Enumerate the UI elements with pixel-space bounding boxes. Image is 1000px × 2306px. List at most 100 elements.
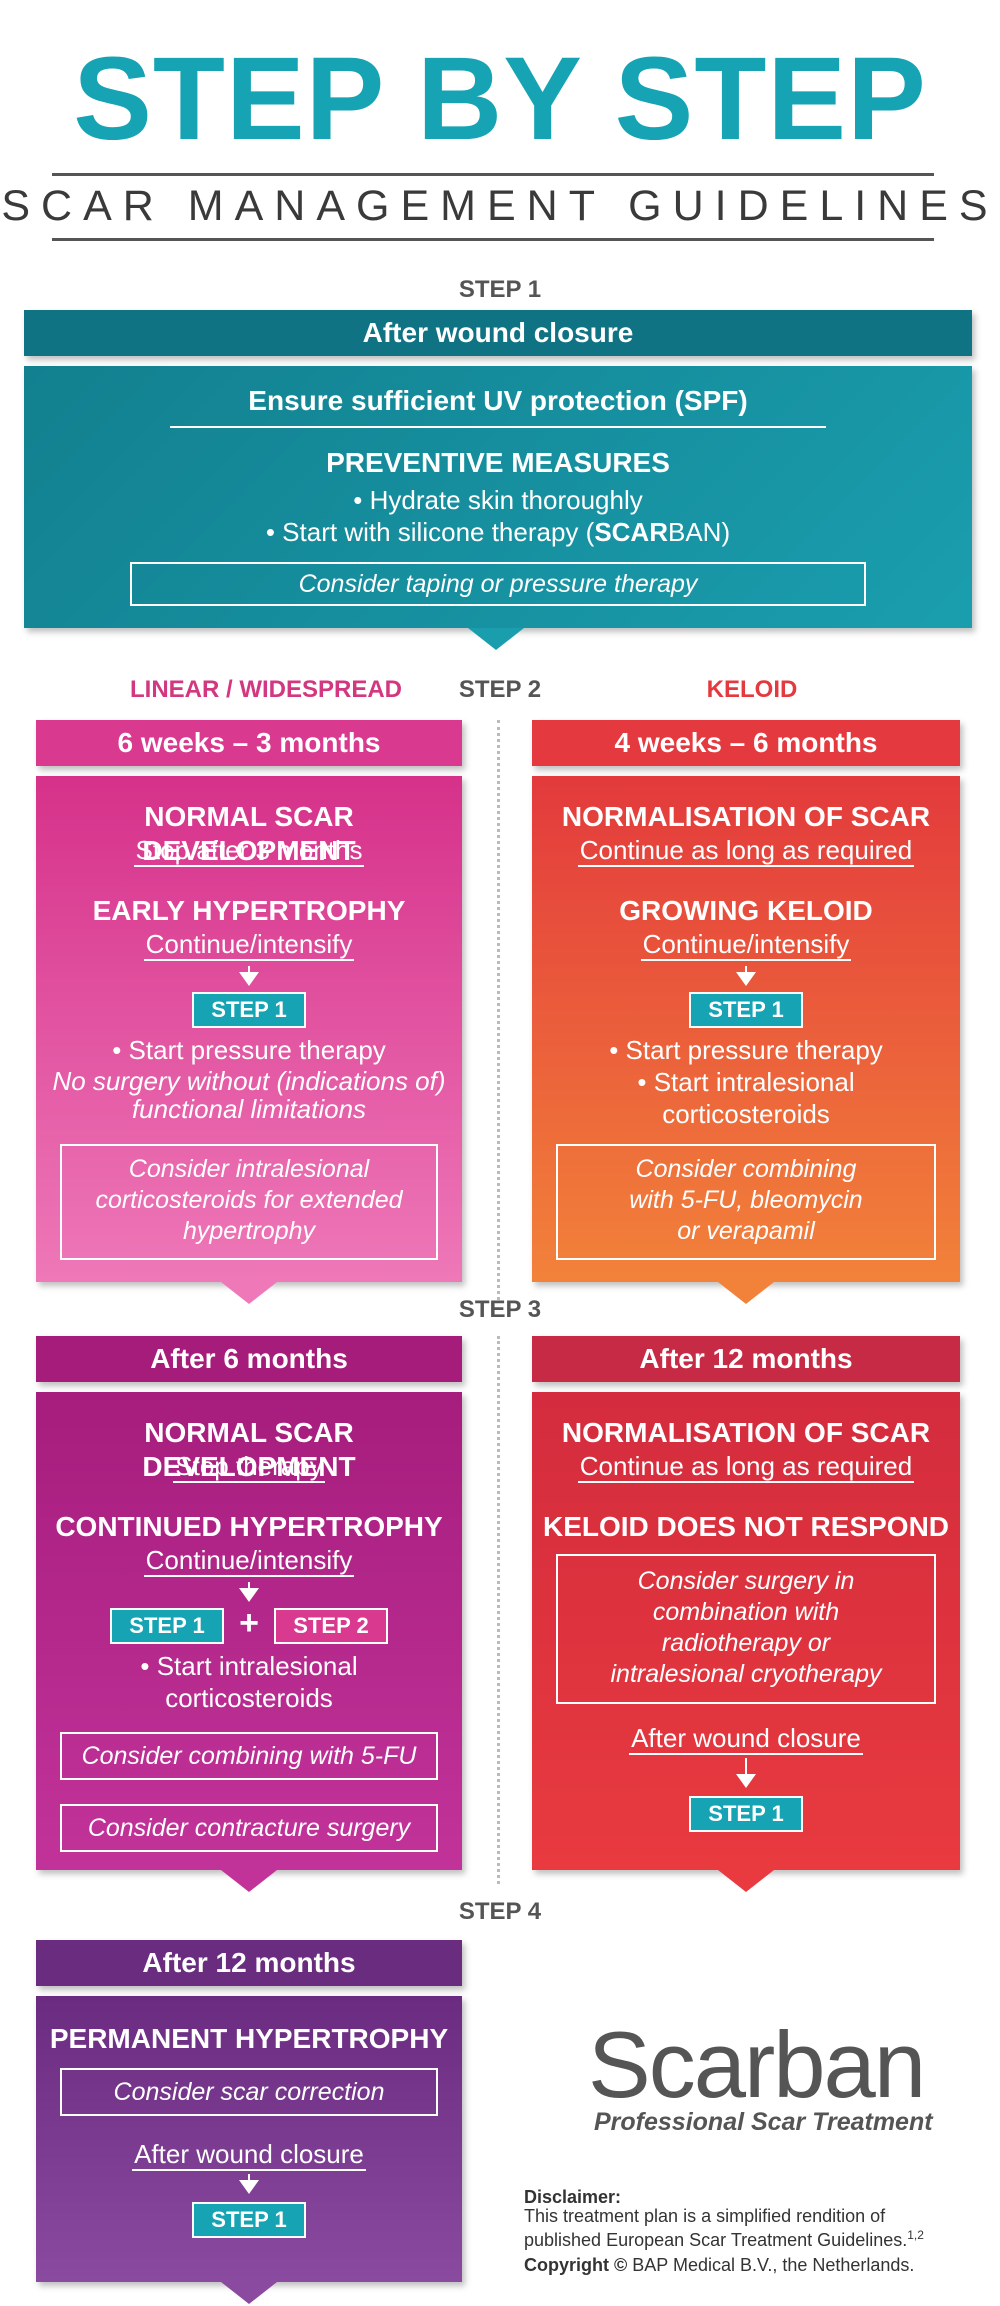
growing-keloid-heading: GROWING KELOID [619, 895, 873, 926]
no-surgery-line2: functional limitations [131, 1094, 367, 1124]
scar-correction-box: Consider scar correction [60, 2068, 438, 2116]
step-3-right-panel: NORMALISATION OF SCAR Continue as long a… [532, 1392, 960, 1870]
step-1-button[interactable]: STEP 1 [110, 1608, 224, 1644]
after-wound-closure-step4-text: After wound closure [132, 2139, 366, 2171]
step-3-right-bar: After 12 months [532, 1336, 960, 1382]
step-1-panel: Ensure sufficient UV protection (SPF) PR… [24, 366, 972, 628]
taping-box: Consider taping or pressure therapy [130, 562, 866, 606]
scarban-logo: Scarban [588, 2012, 926, 2117]
normal-scar-heading: NORMAL SCAR DEVELOPMENT [142, 801, 356, 866]
intralesional-box-line3: hypertrophy [182, 1217, 316, 1245]
silicone-suffix: ) [721, 517, 731, 547]
combining-box-line1: Consider combining [635, 1155, 857, 1183]
combining-box: Consider combining with 5-FU, bleomycin … [556, 1144, 936, 1260]
step-2-label: STEP 2 [458, 676, 542, 703]
continue-as-long-text: Continue as long as required [577, 835, 915, 867]
brand-scar-bold: SCAR [594, 517, 668, 547]
brand-ban: BAN [667, 517, 722, 547]
title-divider-bottom [52, 238, 934, 241]
pressure-therapy-bullet-keloid: • Start pressure therapy [609, 1035, 883, 1065]
after-wound-closure-link: After wound closure [532, 1722, 960, 1755]
surgery-combination-box: Consider surgery in combination with rad… [556, 1554, 936, 1704]
continue-as-long: Continue as long as required [532, 834, 960, 867]
uv-divider [170, 426, 826, 428]
scarban-tagline: Professional Scar Treatment [594, 2108, 933, 2136]
arrow-stem [248, 2174, 250, 2182]
arrow-down-icon [736, 1774, 756, 1788]
disclaimer: Disclaimer: This treatment plan is a sim… [524, 2188, 964, 2275]
continue-intensify-step3-text: Continue/intensify [143, 1545, 355, 1577]
step-4-bar: After 12 months [36, 1940, 462, 1986]
intralesional-bullet-step3: • Start intralesional [140, 1651, 358, 1681]
early-hypertrophy-heading: EARLY HYPERTROPHY [92, 895, 406, 926]
arrow-stem [745, 1758, 747, 1776]
disclaimer-line2-wrap: published European Scar Treatment Guidel… [524, 2226, 964, 2250]
stop-therapy: Stop therapy [36, 1450, 462, 1483]
combining-5fu-box: Consider combining with 5-FU [60, 1732, 438, 1780]
step-3-left-bar: After 6 months [36, 1336, 462, 1382]
disclaimer-line2: published European Scar Treatment Guidel… [524, 2230, 908, 2250]
disclaimer-title: Disclaimer: [524, 2187, 622, 2207]
no-surgery-line1: No surgery without (indications of) [52, 1066, 446, 1096]
page-subtitle: SCAR MANAGEMENT GUIDELINES [1, 182, 999, 230]
stop-after-3-months-text: Stop after 3 months [133, 835, 365, 867]
arrow-down-icon [239, 1588, 259, 1602]
arrow-down-icon [239, 2180, 259, 2194]
step-2-right-bar: 4 weeks – 6 months [532, 720, 960, 766]
intralesional-bullet: • Start intralesional [637, 1067, 855, 1097]
contracture-surgery-box: Consider contracture surgery [60, 1804, 438, 1852]
preventive-bullet-silicone: • Start with silicone therapy (SCARBAN) [24, 516, 972, 548]
continue-intensify-keloid: Continue/intensify [532, 928, 960, 961]
disclaimer-sup: 1,2 [907, 2228, 924, 2242]
normal-scar-heading-step3: NORMAL SCAR DEVELOPMENT [142, 1417, 356, 1482]
step-2-left-notch [221, 1282, 277, 1304]
surgery-box-line2: combination with [652, 1598, 840, 1626]
step-4-notch [221, 2282, 277, 2304]
continue-intensify-text: Continue/intensify [143, 929, 355, 961]
combining-box-line3: or verapamil [677, 1217, 815, 1245]
step-2-divider [497, 720, 500, 1300]
step-1-label: STEP 1 [458, 276, 542, 303]
keloid-not-respond-heading: KELOID DOES NOT RESPOND [542, 1511, 950, 1542]
step-4-label: STEP 4 [458, 1898, 542, 1925]
step-1-notch [468, 628, 524, 650]
step-1-bar: After wound closure [24, 310, 972, 356]
intralesional-box-line2: corticosteroids for extended [95, 1186, 403, 1214]
step-1-button[interactable]: STEP 1 [192, 992, 306, 1028]
corticosteroids-step3: corticosteroids [165, 1683, 333, 1713]
step-1-button[interactable]: STEP 1 [689, 992, 803, 1028]
copyright-text: BAP Medical B.V., the Netherlands. [627, 2255, 915, 2275]
permanent-hypertrophy-heading: PERMANENT HYPERTROPHY [49, 2023, 449, 2054]
step-3-divider [497, 1336, 500, 1884]
plus-icon: + [239, 1604, 259, 1642]
step-3-label: STEP 3 [458, 1296, 542, 1323]
normalisation-heading: NORMALISATION OF SCAR [561, 801, 931, 832]
pressure-therapy-bullet: • Start pressure therapy [112, 1035, 386, 1065]
arrow-down-icon [239, 972, 259, 986]
arrow-stem [248, 966, 250, 974]
step-2-button[interactable]: STEP 2 [274, 1608, 388, 1644]
step-2-right-panel: NORMALISATION OF SCAR Continue as long a… [532, 776, 960, 1282]
surgery-box-line4: intralesional cryotherapy [610, 1660, 882, 1688]
step-1-button[interactable]: STEP 1 [689, 1796, 803, 1832]
continue-intensify-keloid-text: Continue/intensify [640, 929, 852, 961]
step-2-left-panel: NORMAL SCAR DEVELOPMENT Stop after 3 mon… [36, 776, 462, 1282]
combining-box-line2: with 5-FU, bleomycin [629, 1186, 863, 1214]
step-2-right-notch [718, 1282, 774, 1304]
silicone-text: • Start with silicone therapy ( [265, 517, 595, 547]
continued-hypertrophy-heading: CONTINUED HYPERTROPHY [55, 1511, 443, 1542]
after-wound-closure-step4: After wound closure [36, 2138, 462, 2171]
after-wound-closure-text: After wound closure [629, 1723, 863, 1755]
normalisation-heading-step3: NORMALISATION OF SCAR [561, 1417, 931, 1448]
preventive-bullet-hydrate: • Hydrate skin thoroughly [353, 485, 643, 515]
page-title: STEP BY STEP [73, 33, 927, 165]
arrow-down-icon [736, 972, 756, 986]
surgery-box-line3: radiotherapy or [661, 1629, 831, 1657]
step-3-left-notch [221, 1870, 277, 1892]
intralesional-box-line1: Consider intralesional [128, 1155, 370, 1183]
copyright: Copyright © BAP Medical B.V., the Nether… [524, 2256, 964, 2275]
step-1-button[interactable]: STEP 1 [192, 2202, 306, 2238]
linear-widespread-heading: LINEAR / WIDESPREAD [129, 676, 402, 703]
arrow-stem [745, 966, 747, 974]
continue-as-long-step3-text: Continue as long as required [577, 1451, 915, 1483]
